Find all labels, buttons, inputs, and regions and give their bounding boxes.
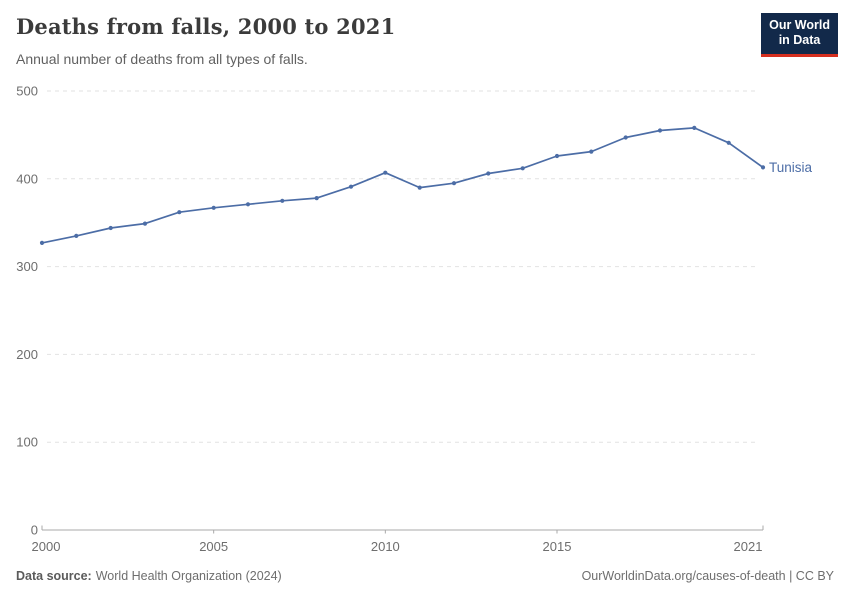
x-tick-label: 2015 [543, 539, 572, 554]
data-point[interactable] [142, 221, 148, 226]
x-axis [41, 525, 764, 534]
data-point[interactable] [39, 240, 45, 245]
y-tick-label: 500 [16, 84, 38, 99]
data-point[interactable] [520, 166, 525, 171]
data-point[interactable] [108, 225, 113, 231]
data-point[interactable] [692, 125, 697, 130]
data-point[interactable] [74, 233, 79, 238]
y-axis-labels: 0 100 200 300 400 500 [16, 84, 38, 538]
x-tick-label: 2005 [199, 539, 228, 554]
data-point[interactable] [657, 128, 663, 133]
y-tick-label: 100 [16, 435, 38, 450]
data-point[interactable] [383, 170, 388, 175]
data-point[interactable] [589, 149, 594, 154]
series-end-label[interactable]: Tunisia [769, 160, 813, 175]
data-point[interactable] [760, 165, 766, 170]
data-point[interactable] [726, 140, 731, 145]
owid-logo-line2: in Data [778, 33, 821, 48]
owid-logo-line1: Our World [769, 18, 830, 32]
y-tick-label: 400 [16, 171, 38, 186]
data-point[interactable] [417, 185, 422, 190]
data-point[interactable] [314, 196, 319, 201]
data-point[interactable] [177, 210, 182, 215]
data-point[interactable] [211, 205, 216, 210]
y-tick-label: 0 [31, 523, 38, 538]
data-source-value: World Health Organization (2024) [95, 569, 282, 583]
data-source-note: Data source: World Health Organization (2… [16, 569, 282, 583]
data-point[interactable] [554, 153, 560, 159]
data-source-label: Data source: [16, 569, 92, 583]
data-point[interactable] [451, 181, 457, 186]
x-axis-labels: 2000 2005 2010 2015 2021 [32, 539, 763, 554]
x-tick-label: 2000 [32, 539, 61, 554]
y-tick-label: 300 [16, 259, 38, 274]
data-point[interactable] [486, 171, 491, 176]
page-title: Deaths from falls, 2000 to 2021 [16, 14, 396, 39]
y-gridlines [47, 90, 756, 443]
x-tick-label: 2021 [734, 539, 763, 554]
series-line[interactable] [41, 127, 764, 244]
data-point[interactable] [280, 198, 285, 203]
y-tick-label: 200 [16, 347, 38, 362]
x-tick-label: 2010 [371, 539, 400, 554]
data-point[interactable] [348, 184, 354, 189]
chart-subtitle: Annual number of deaths from all types o… [16, 51, 308, 67]
data-point[interactable] [245, 202, 251, 207]
credit-link: OurWorldinData.org/causes-of-death | CC … [581, 569, 834, 583]
data-point[interactable] [623, 135, 628, 140]
owid-logo[interactable]: Our World in Data [761, 13, 838, 57]
series-group: Tunisia [39, 125, 813, 245]
